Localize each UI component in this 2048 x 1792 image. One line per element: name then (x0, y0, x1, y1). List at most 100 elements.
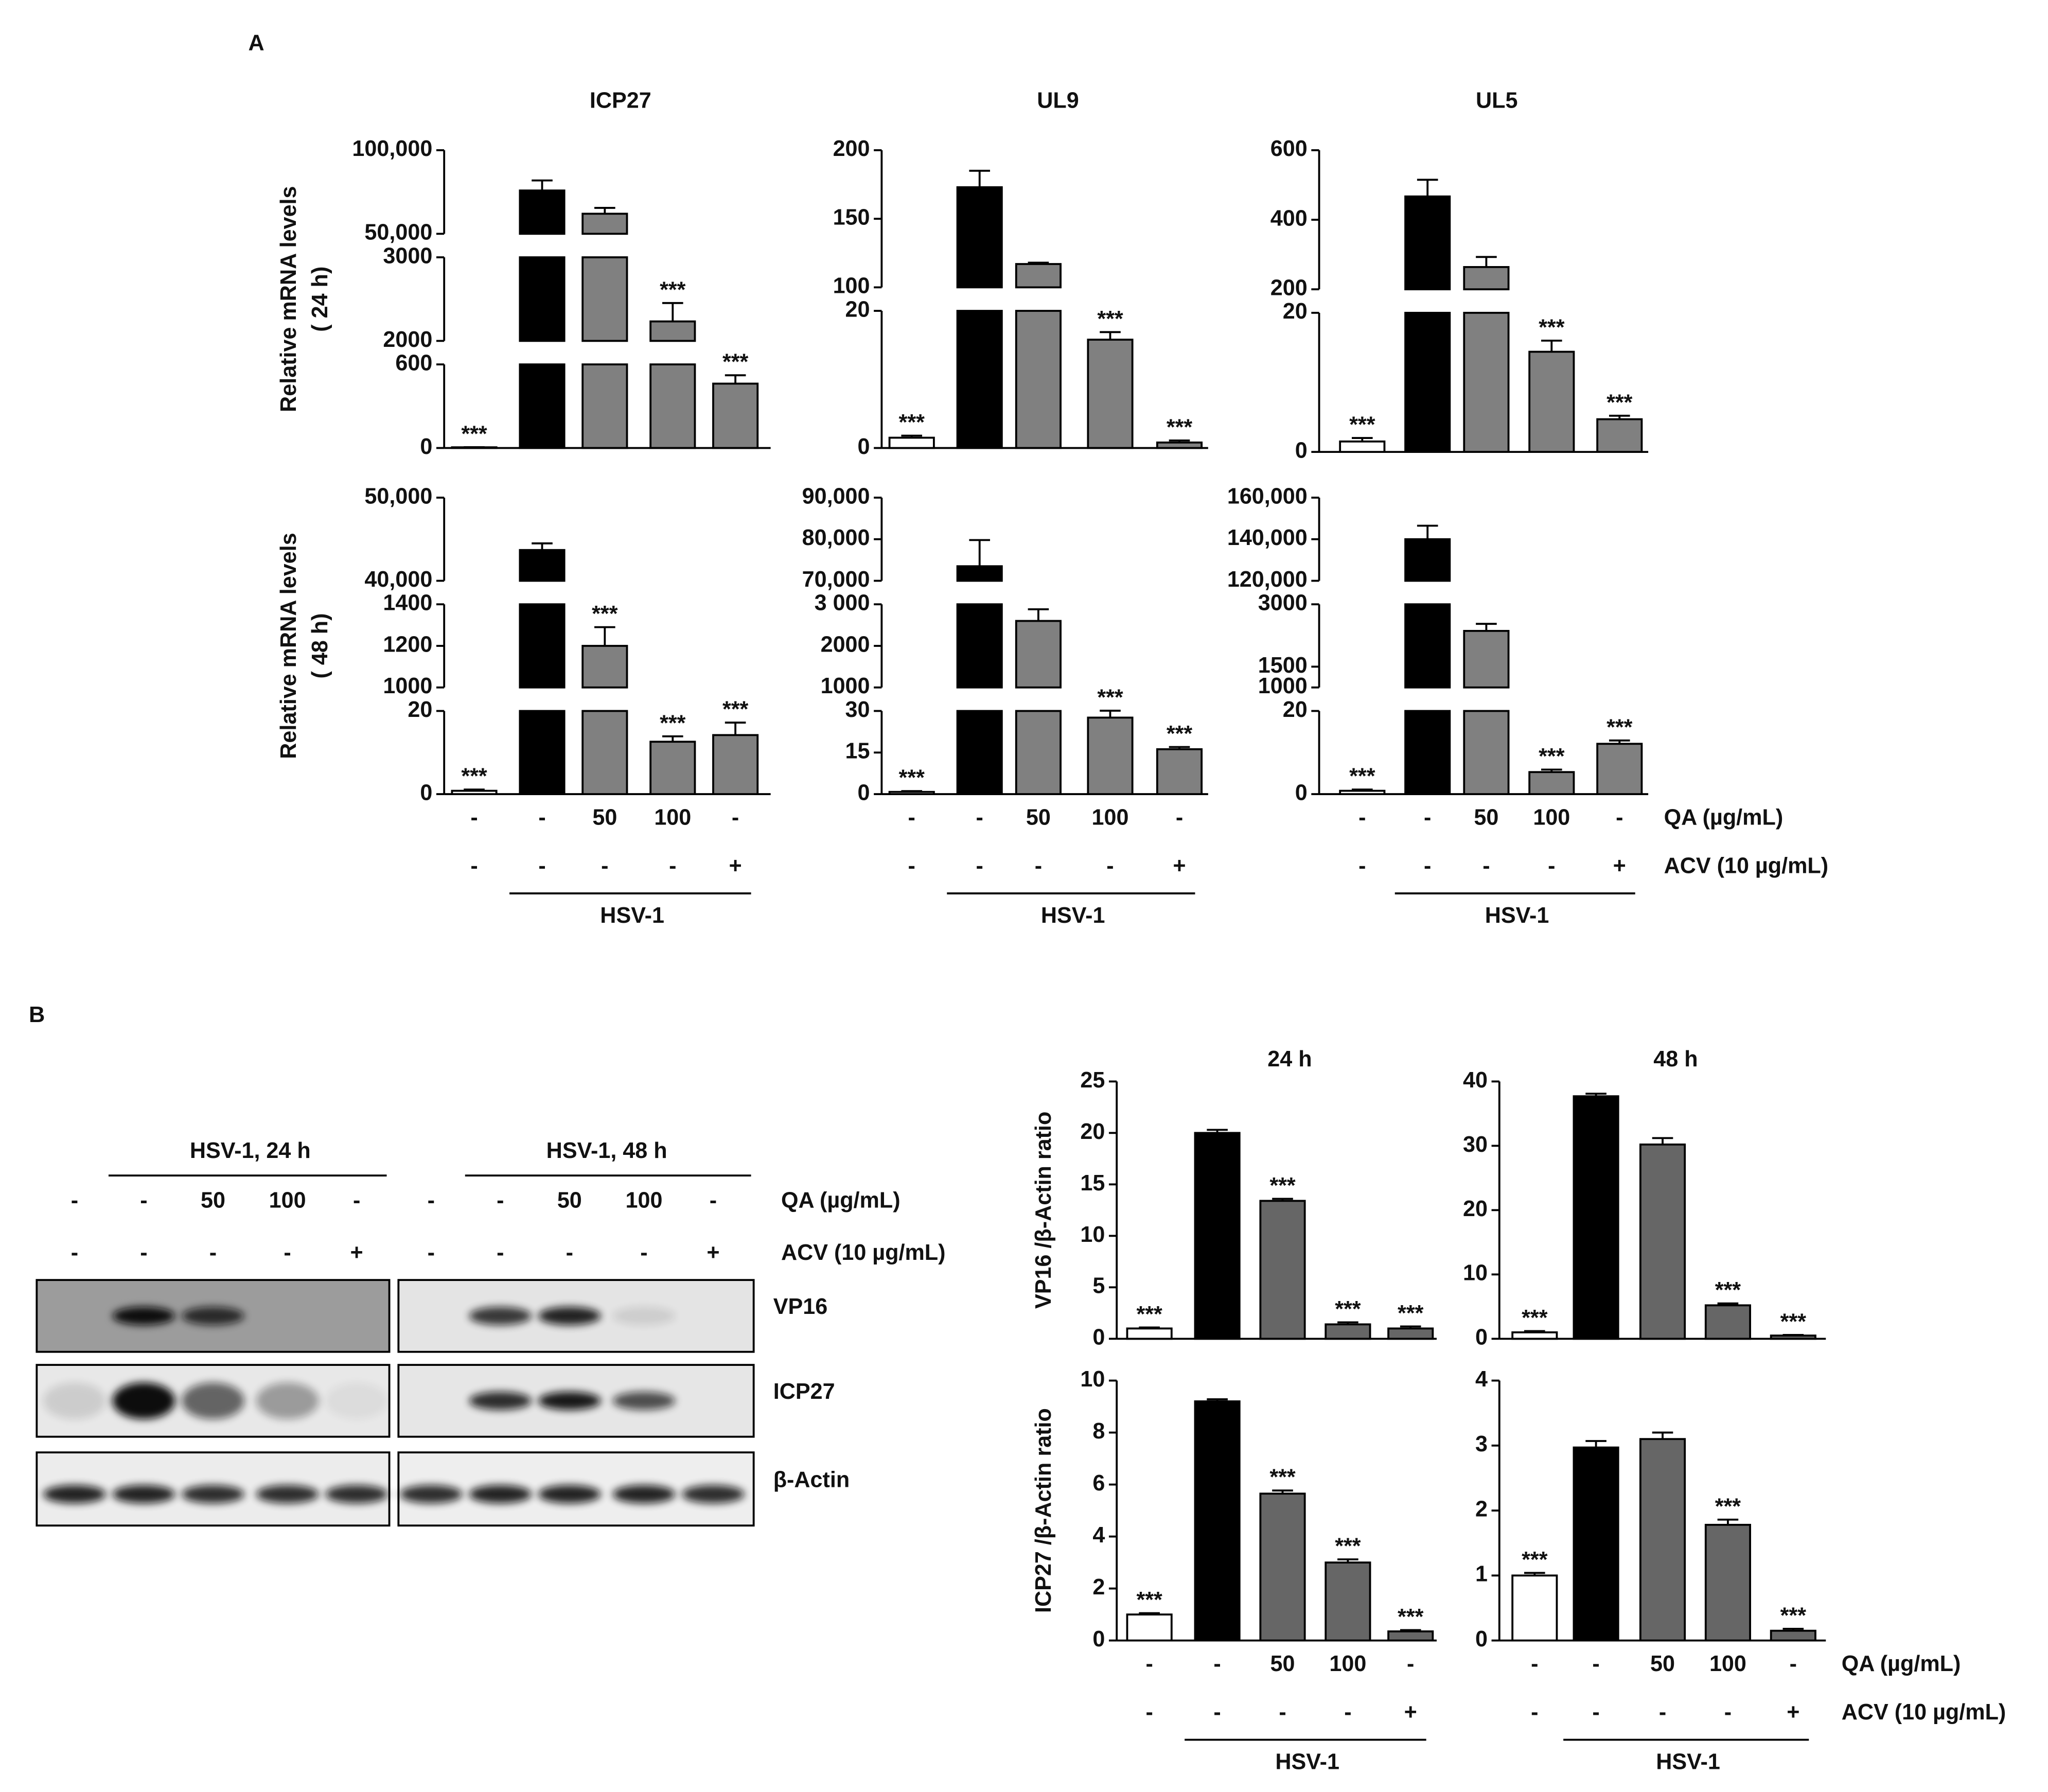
x-tick-label: - (1592, 1652, 1599, 1676)
y-tick-label: 40 (1463, 1068, 1488, 1093)
y-tick-label: 4 (1092, 1523, 1105, 1548)
blot-band (256, 1382, 319, 1419)
significance-label: *** (1269, 1173, 1296, 1198)
y-tick-label: 5 (1092, 1274, 1105, 1298)
significance-label: *** (722, 697, 749, 722)
blot-band (469, 1485, 532, 1504)
y-tick-label: 1400 (383, 591, 432, 616)
bar (581, 645, 628, 689)
x-tick-label: 100 (1329, 1652, 1366, 1676)
y-tick-label: 600 (395, 350, 432, 375)
lane-label: - (140, 1188, 147, 1213)
bar (519, 256, 566, 342)
protein-label: VP16 (773, 1294, 828, 1319)
x-tick-label: + (1173, 854, 1186, 879)
significance-label: *** (1167, 722, 1193, 746)
significance-label: *** (1539, 744, 1565, 769)
x-tick-label: - (1592, 1700, 1599, 1725)
chart-title: 24 h (1267, 1047, 1312, 1071)
x-tick-label: - (1659, 1700, 1666, 1725)
bar (1573, 1446, 1619, 1642)
y-tick-label: 0 (858, 780, 870, 805)
y-tick-label: 400 (1270, 206, 1308, 231)
x-tick-label: 100 (1709, 1652, 1746, 1676)
lane-label: - (428, 1188, 435, 1213)
y-tick-label: 10 (1080, 1367, 1105, 1392)
lane-label: - (140, 1240, 147, 1265)
bar (1087, 716, 1134, 795)
x-tick-label: - (470, 805, 478, 830)
group-label: HSV-1 (1485, 903, 1549, 928)
y-tick-label: 0 (1295, 438, 1308, 463)
blot-band (538, 1485, 601, 1504)
lane-label: 50 (557, 1188, 582, 1213)
x-tick-label: 50 (1474, 805, 1498, 830)
bar (712, 382, 759, 449)
group-label: HSV-1 (1275, 1750, 1339, 1775)
y-tick-label: 1000 (821, 674, 870, 698)
bar (1325, 1323, 1371, 1340)
blot-band (538, 1392, 601, 1410)
y-tick-label: 40,000 (364, 567, 432, 592)
significance-label: *** (461, 421, 487, 446)
blot-group-label: HSV-1, 24 h (190, 1138, 311, 1163)
significance-label: *** (1097, 685, 1123, 710)
bar (519, 710, 566, 795)
x-tick-label: - (976, 854, 983, 879)
bar (1528, 350, 1575, 453)
x-tick-label: - (908, 805, 915, 830)
lane-label: 50 (201, 1188, 225, 1213)
bar (1126, 1613, 1173, 1642)
y-tick-label: 3 (1475, 1432, 1488, 1456)
y-tick-label: 0 (420, 780, 432, 805)
x-tick-label: 50 (1650, 1652, 1675, 1676)
x-tick-label: - (538, 805, 545, 830)
y-tick-label: 6 (1092, 1471, 1105, 1496)
bar (1463, 630, 1510, 689)
significance-label: *** (1522, 1306, 1548, 1330)
y-tick-label: 120,000 (1227, 567, 1308, 592)
x-tick-label: - (669, 854, 676, 879)
y-tick-label: 200 (1270, 276, 1308, 301)
lane-label: + (707, 1240, 719, 1265)
bar (1639, 1438, 1686, 1642)
bar (1704, 1304, 1751, 1340)
y-tick-label: 15 (845, 739, 870, 764)
bar (1194, 1132, 1241, 1340)
significance-label: *** (1606, 715, 1633, 740)
x-tick-label: - (1616, 805, 1623, 830)
row-label: ACV (10 µg/mL) (1664, 854, 1829, 879)
significance-label: *** (1539, 315, 1565, 340)
blot-band (43, 1382, 106, 1419)
blot-band (612, 1485, 676, 1504)
y-axis-label: ( 24 h) (308, 267, 332, 332)
blot-group-label: HSV-1, 48 h (546, 1138, 667, 1163)
bar (519, 603, 566, 689)
bar (519, 189, 566, 235)
y-axis-label: Relative mRNA levels (276, 533, 301, 759)
y-tick-label: 10 (1080, 1222, 1105, 1247)
blot-band (325, 1382, 389, 1419)
lane-label: - (428, 1240, 435, 1265)
protein-label: ICP27 (773, 1379, 835, 1404)
y-tick-label: 0 (420, 434, 432, 459)
lane-label: - (710, 1188, 717, 1213)
significance-label: *** (722, 350, 749, 375)
significance-label: *** (1335, 1534, 1361, 1559)
x-tick-label: 100 (1092, 805, 1129, 830)
group-label: HSV-1 (600, 903, 664, 928)
y-tick-label: 2 (1092, 1575, 1105, 1600)
panel-label: B (29, 1003, 45, 1027)
y-tick-label: 3 000 (815, 591, 870, 616)
y-tick-label: 30 (845, 697, 870, 722)
blot-band (682, 1485, 745, 1504)
y-tick-label: 2 (1475, 1497, 1488, 1521)
y-axis-label: VP16 /β-Actin ratio (1031, 1112, 1056, 1309)
x-tick-label: - (1407, 1652, 1414, 1676)
lane-label: + (350, 1240, 363, 1265)
bar (1156, 748, 1203, 795)
y-tick-label: 80,000 (802, 525, 870, 550)
bar (1404, 710, 1451, 795)
bar (649, 320, 696, 342)
